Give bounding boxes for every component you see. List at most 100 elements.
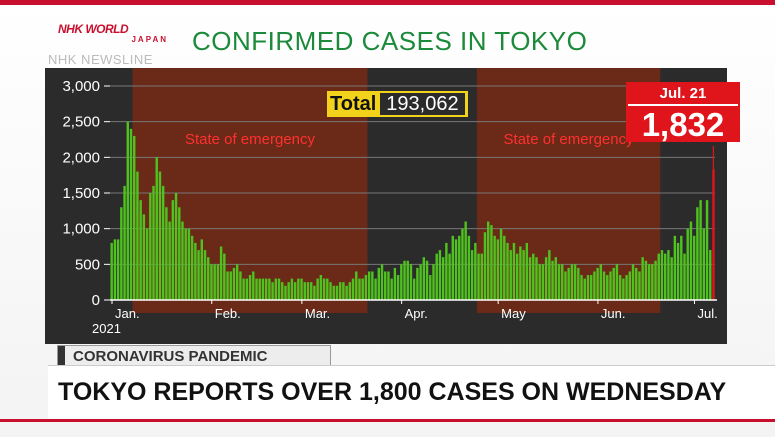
bar xyxy=(403,260,406,300)
bar xyxy=(210,264,213,300)
bar xyxy=(120,207,123,300)
bar xyxy=(281,282,284,300)
bar xyxy=(525,242,529,300)
bar xyxy=(593,271,596,300)
bar xyxy=(213,264,216,300)
bar xyxy=(663,253,667,300)
top-red-stripe xyxy=(0,0,775,5)
bar xyxy=(651,264,654,300)
bar xyxy=(419,264,422,300)
bar xyxy=(133,135,136,300)
bar xyxy=(390,278,393,300)
bar xyxy=(223,253,226,300)
bar xyxy=(171,200,175,300)
bar xyxy=(245,278,249,300)
bar xyxy=(248,275,252,300)
bar xyxy=(168,221,171,300)
bar xyxy=(509,250,512,300)
bar xyxy=(580,275,583,300)
x-tick-label: Jul. xyxy=(697,306,717,321)
bar xyxy=(277,278,281,300)
bar xyxy=(387,271,390,300)
bar xyxy=(699,200,702,300)
bar xyxy=(187,228,191,300)
bar xyxy=(361,278,364,300)
category-text: CORONAVIRUS PANDEMIC xyxy=(73,348,268,365)
bar xyxy=(686,228,689,300)
bar xyxy=(184,228,187,300)
bar xyxy=(235,264,239,300)
y-tick-label: 1,000 xyxy=(62,221,100,238)
bar xyxy=(380,264,384,300)
bar xyxy=(335,285,339,300)
x-tick-label: Mar. xyxy=(305,306,330,321)
bar xyxy=(689,221,693,300)
bar xyxy=(548,250,551,300)
bar xyxy=(178,207,181,300)
bar xyxy=(194,242,197,300)
x-tick-label: May xyxy=(501,306,526,321)
bar xyxy=(676,242,680,300)
bar xyxy=(229,271,232,300)
bar xyxy=(396,275,400,300)
bar xyxy=(683,253,686,300)
y-tick-label: 2,500 xyxy=(62,114,100,131)
bar xyxy=(448,253,451,300)
bar xyxy=(264,278,268,300)
bar xyxy=(506,242,509,300)
bar xyxy=(136,171,139,300)
bar xyxy=(412,278,416,300)
bar xyxy=(355,271,358,300)
callout-value: 1,832 xyxy=(628,104,738,143)
bar xyxy=(609,271,612,300)
bar xyxy=(535,257,538,300)
bar xyxy=(345,285,348,300)
bar xyxy=(451,235,455,300)
bar xyxy=(625,275,628,300)
bar xyxy=(364,275,368,300)
bar xyxy=(306,282,310,300)
bar xyxy=(647,264,651,300)
bar xyxy=(454,239,458,300)
bar xyxy=(197,250,200,300)
category-banner: CORONAVIRUS PANDEMIC xyxy=(57,345,331,367)
bar xyxy=(300,278,303,300)
bar xyxy=(696,207,699,300)
bar xyxy=(116,239,120,300)
bar xyxy=(174,193,178,300)
bar xyxy=(541,264,545,300)
y-tick-label: 1,500 xyxy=(62,185,100,202)
bar xyxy=(142,214,146,300)
bar xyxy=(680,235,683,300)
emergency-label-2: State of emergency xyxy=(504,131,635,148)
bar xyxy=(503,235,506,300)
bar xyxy=(644,260,648,300)
logo-text: NHK WORLD xyxy=(58,22,129,36)
bar xyxy=(532,253,535,300)
bar xyxy=(628,271,632,300)
bar xyxy=(310,282,313,300)
bar xyxy=(400,264,403,300)
total-label: Total xyxy=(330,92,377,115)
bar xyxy=(522,250,525,300)
headline-banner: TOKYO REPORTS OVER 1,800 CASES ON WEDNES… xyxy=(48,365,775,419)
bar xyxy=(474,242,477,300)
bar xyxy=(673,235,677,300)
latest-callout: Jul. 21 1,832 xyxy=(626,82,740,143)
axes: 0 500 1,000 1,500 2,000 2,500 3,000 Jan. Feb. Mar… xyxy=(62,78,717,321)
bar xyxy=(284,285,287,300)
bar xyxy=(657,253,660,300)
bar xyxy=(406,260,409,300)
bar xyxy=(612,267,615,300)
year-label: 2021 xyxy=(92,321,121,336)
bar xyxy=(110,242,113,300)
bar xyxy=(393,267,397,300)
bar xyxy=(145,228,149,300)
callout-date: Jul. 21 xyxy=(628,84,738,104)
x-tick-label: Jun. xyxy=(601,306,626,321)
emergency-label-1: State of emergency xyxy=(185,131,316,148)
bar xyxy=(432,264,435,300)
bar xyxy=(425,260,429,300)
category-accent xyxy=(58,346,65,366)
bar xyxy=(692,235,696,300)
